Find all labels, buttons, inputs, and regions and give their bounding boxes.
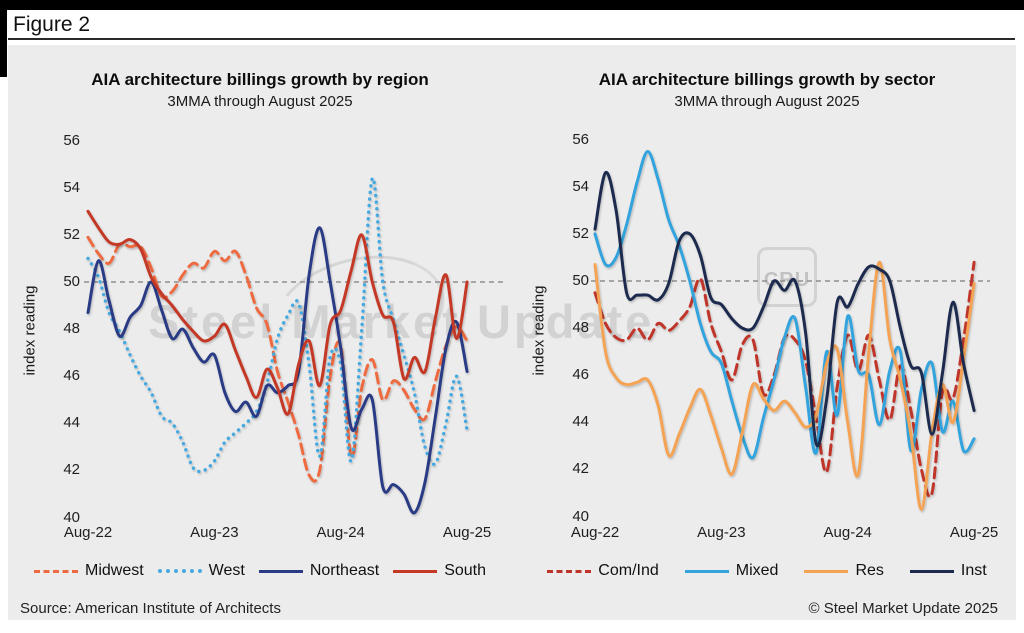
y-tick-label: 56 xyxy=(63,131,80,149)
y-tick-label: 52 xyxy=(572,224,589,242)
legend-label: Northeast xyxy=(309,562,380,579)
legend-swatch-midwest xyxy=(33,569,78,573)
y-tick-label: 48 xyxy=(63,320,80,338)
legend-swatch-inst xyxy=(909,569,954,573)
header-rule xyxy=(8,38,1015,40)
y-tick-label: 48 xyxy=(572,319,589,337)
legend-item: Res xyxy=(804,562,884,580)
y-tick-label: 42 xyxy=(63,461,80,479)
x-tick-label: Aug-24 xyxy=(823,524,872,541)
legend-label: West xyxy=(208,562,245,579)
legend-item: Northeast xyxy=(258,562,380,580)
y-tick-label: 46 xyxy=(63,367,80,385)
y-tick-label: 44 xyxy=(572,413,589,431)
legend-item: Mixed xyxy=(684,562,779,580)
x-tick-label: Aug-24 xyxy=(316,524,365,541)
legend-label: Com/Ind xyxy=(598,562,659,579)
x-tick-label: Aug-25 xyxy=(949,524,999,541)
legend-item: South xyxy=(393,562,486,580)
y-tick-label: 46 xyxy=(572,366,589,384)
y-tick-label: 56 xyxy=(572,130,589,148)
figure-label: Figure 2 xyxy=(13,13,91,36)
legend-label: Mixed xyxy=(735,562,779,579)
legend-swatch-com-ind xyxy=(547,569,592,573)
x-tick-label: Aug-23 xyxy=(190,524,239,541)
x-tick-label: Aug-23 xyxy=(697,524,746,541)
legend-swatch-west xyxy=(157,569,202,573)
legend-item: Inst xyxy=(909,562,987,580)
legend-item: Midwest xyxy=(33,562,144,580)
chart-subtitle-region: 3MMA through August 2025 xyxy=(167,93,353,110)
chart-title-sector: AIA architecture billings growth by sect… xyxy=(598,70,936,89)
y-tick-label: 54 xyxy=(63,178,80,196)
chart-title-region: AIA architecture billings growth by regi… xyxy=(91,70,429,89)
legend-swatch-south xyxy=(393,569,438,573)
cru-watermark-badge: CRU xyxy=(757,247,817,307)
legend-label: Res xyxy=(855,562,884,579)
legend-swatch-res xyxy=(804,569,849,573)
legend-item: West xyxy=(157,562,245,580)
x-tick-label: Aug-22 xyxy=(570,524,620,541)
left-edge-bar xyxy=(0,10,7,77)
legend-label: Midwest xyxy=(84,562,144,579)
y-tick-label: 40 xyxy=(63,508,80,526)
legend-label: Inst xyxy=(960,562,987,579)
y-tick-label: 42 xyxy=(572,460,589,478)
chart-subtitle-sector: 3MMA through August 2025 xyxy=(674,93,860,110)
legend-region: Midwest West Northeast South xyxy=(10,562,510,580)
y-tick-label: 50 xyxy=(572,272,589,289)
y-tick-label: 44 xyxy=(63,414,80,432)
copyright-note: © Steel Market Update 2025 xyxy=(808,600,999,617)
source-note: Source: American Institute of Architects xyxy=(20,600,281,617)
top-bar xyxy=(0,0,1024,10)
legend-swatch-mixed xyxy=(684,569,729,573)
legend-swatch-northeast xyxy=(258,569,303,573)
x-tick-label: Aug-25 xyxy=(442,524,492,541)
legend-label: South xyxy=(444,562,487,579)
y-tick-label: 40 xyxy=(572,507,589,525)
y-tick-label: 52 xyxy=(63,225,80,243)
legend-sector: Com/Ind Mixed Res Inst xyxy=(517,562,1017,580)
x-tick-label: Aug-22 xyxy=(63,524,113,541)
legend-item: Com/Ind xyxy=(547,562,659,580)
y-tick-label: 54 xyxy=(572,177,589,195)
y-tick-label: 50 xyxy=(63,273,80,290)
